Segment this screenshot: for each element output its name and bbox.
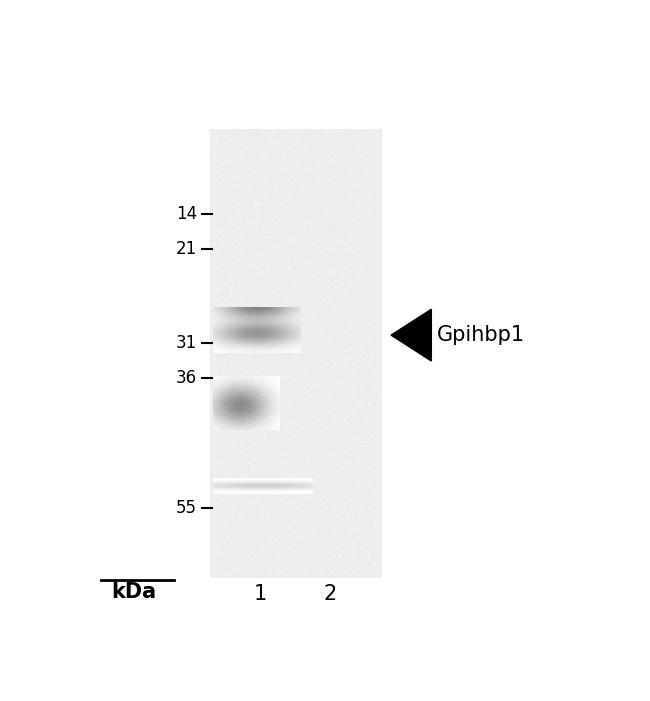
Polygon shape <box>391 309 432 361</box>
Text: 21: 21 <box>176 240 197 258</box>
Text: 31: 31 <box>176 334 197 352</box>
Text: 55: 55 <box>176 499 197 517</box>
Text: 36: 36 <box>176 369 197 387</box>
Text: 2: 2 <box>324 584 337 604</box>
Text: kDa: kDa <box>112 582 157 601</box>
Text: 1: 1 <box>254 584 266 604</box>
Text: 14: 14 <box>176 205 197 223</box>
Text: Gpihbp1: Gpihbp1 <box>436 325 525 345</box>
